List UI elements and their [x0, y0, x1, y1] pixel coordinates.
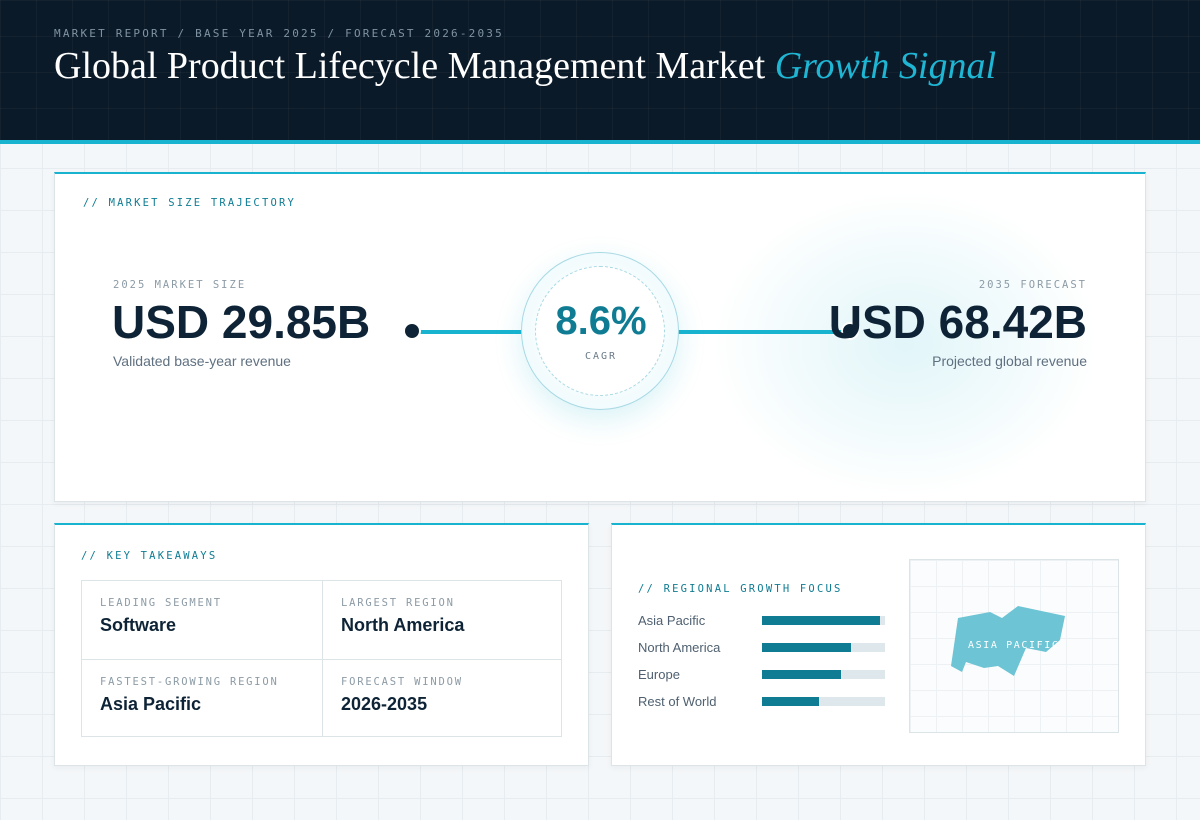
takeaway-forecast-window: FORECAST WINDOW 2026-2035: [322, 659, 562, 737]
region-bar-track: [762, 616, 885, 625]
base-year-value: USD 29.85B: [112, 296, 371, 348]
base-year-label: 2025 MARKET SIZE: [113, 279, 247, 291]
takeaway-value: North America: [341, 615, 465, 635]
takeaway-label: FASTEST-GROWING REGION: [100, 676, 279, 688]
forecast-marker: [841, 322, 859, 340]
trajectory-section-label: // MARKET SIZE TRAJECTORY: [83, 197, 297, 209]
cagr-value: 8.6%: [555, 299, 647, 343]
takeaway-leading-segment: LEADING SEGMENT Software: [82, 581, 322, 659]
region-bar-asia-pacific: Asia Pacific: [638, 612, 888, 630]
region-bar-fill: [762, 697, 819, 706]
region-bar-label: Rest of World: [638, 694, 717, 709]
takeaway-fastest-growing-region: FASTEST-GROWING REGION Asia Pacific: [82, 659, 322, 737]
region-bar-label: Asia Pacific: [638, 613, 706, 628]
forecast-note: Projected global revenue: [932, 353, 1087, 369]
regional-section-label: // REGIONAL GROWTH FOCUS: [638, 583, 843, 595]
region-bar-track: [762, 643, 885, 652]
title-main: Global Product Lifecycle Management Mark…: [54, 45, 766, 87]
region-bar-fill: [762, 670, 841, 679]
market-size-trajectory-card: // MARKET SIZE TRAJECTORY 2025 MARKET SI…: [54, 172, 1146, 502]
trajectory-line-right: [663, 330, 849, 334]
takeaway-label: FORECAST WINDOW: [341, 676, 463, 688]
region-bar-rest-of-world: Rest of World: [638, 693, 888, 711]
takeaway-label: LARGEST REGION: [341, 597, 455, 609]
title-accent: Growth Signal: [774, 45, 997, 87]
forecast-glow: [715, 194, 1095, 494]
key-takeaways-card: // KEY TAKEAWAYS LEADING SEGMENT Softwar…: [54, 523, 589, 766]
takeaway-value: Asia Pacific: [100, 694, 202, 714]
region-bar-fill: [762, 643, 851, 652]
region-bar-europe: Europe: [638, 666, 888, 684]
forecast-label: 2035 FORECAST: [978, 279, 1087, 291]
forecast-value: USD 68.42B: [828, 296, 1087, 348]
report-kicker: MARKET REPORT / BASE YEAR 2025 / FORECAS…: [54, 27, 504, 40]
cagr-label: CAGR: [584, 351, 618, 362]
takeaway-value: 2026-2035: [341, 694, 428, 714]
takeaway-largest-region: LARGEST REGION North America: [322, 581, 562, 659]
region-bar-track: [762, 670, 885, 679]
asia-pacific-map-shape: [951, 606, 1065, 676]
takeaway-label: LEADING SEGMENT: [100, 597, 222, 609]
cagr-inner-ring: 8.6% CAGR: [535, 266, 665, 396]
cagr-badge: 8.6% CAGR: [521, 252, 679, 410]
trajectory-line-left: [419, 330, 537, 334]
region-bar-label: North America: [638, 640, 721, 655]
regional-growth-card: // REGIONAL GROWTH FOCUS Asia Pacific No…: [611, 523, 1146, 766]
takeaway-value: Software: [100, 615, 177, 635]
region-bar-track: [762, 697, 885, 706]
region-bar-label: Europe: [638, 667, 680, 682]
region-map: ASIA PACIFIC: [909, 559, 1119, 733]
page-title: Global Product Lifecycle Management Mark…: [54, 44, 996, 88]
takeaways-section-label: // KEY TAKEAWAYS: [81, 550, 218, 562]
base-year-note: Validated base-year revenue: [113, 353, 291, 369]
takeaways-grid: LEADING SEGMENT Software LARGEST REGION …: [81, 580, 562, 737]
region-bar-north-america: North America: [638, 639, 888, 657]
region-bar-fill: [762, 616, 881, 625]
base-year-marker: [403, 322, 421, 340]
page-header: MARKET REPORT / BASE YEAR 2025 / FORECAS…: [0, 0, 1200, 144]
map-region-label: ASIA PACIFIC: [968, 640, 1060, 651]
